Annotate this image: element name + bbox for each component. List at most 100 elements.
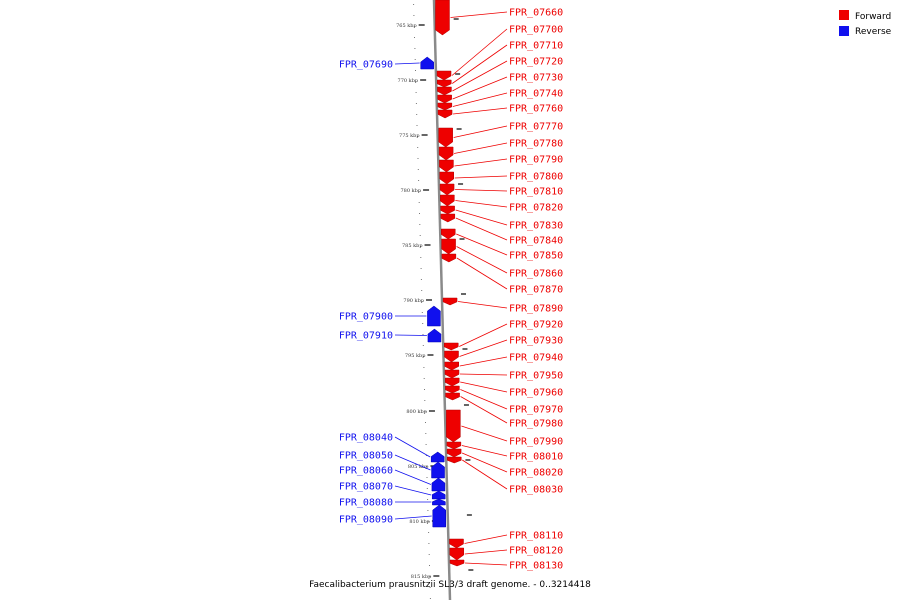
gene-arrow[interactable] — [445, 392, 460, 401]
gene-label[interactable]: FPR_07720 — [509, 57, 563, 68]
position-dot — [425, 455, 427, 456]
gene-arrow[interactable] — [420, 56, 434, 70]
gene-label[interactable]: FPR_08070 — [339, 482, 393, 493]
gene-label[interactable]: FPR_07710 — [509, 41, 563, 52]
gene-arrow[interactable] — [442, 297, 458, 306]
gene-label[interactable]: FPR_07910 — [339, 331, 393, 342]
gene-label[interactable]: FPR_08110 — [509, 531, 563, 542]
gene-arrow[interactable] — [446, 409, 461, 443]
gene-label[interactable]: FPR_07980 — [509, 419, 563, 430]
gene-arrow[interactable] — [438, 146, 454, 161]
gene-label[interactable]: FPR_08050 — [339, 451, 393, 462]
position-dot — [417, 147, 419, 148]
gene-arrow[interactable] — [447, 456, 462, 464]
gene-label[interactable]: FPR_08090 — [339, 515, 393, 526]
tick-label: 775 kbp — [399, 133, 420, 139]
gene-label[interactable]: FPR_07870 — [509, 285, 563, 296]
gene-label[interactable]: FPR_08030 — [509, 485, 563, 496]
gene-label[interactable]: FPR_07850 — [509, 251, 563, 262]
gene-arrow[interactable] — [431, 477, 446, 492]
label-leader — [460, 396, 508, 424]
gene-label[interactable]: FPR_07800 — [509, 172, 563, 183]
gene-label[interactable]: FPR_07860 — [509, 269, 563, 280]
gene-label[interactable]: FPR_08120 — [509, 546, 563, 557]
gene-arrow[interactable] — [431, 461, 445, 479]
gene-arrow[interactable] — [432, 498, 446, 506]
gene-label[interactable]: FPR_07790 — [509, 155, 563, 166]
gene-label[interactable]: FPR_07760 — [509, 104, 563, 115]
gene-label[interactable]: FPR_08130 — [509, 561, 563, 572]
gene-arrow[interactable] — [444, 361, 460, 371]
gene-label[interactable]: FPR_08060 — [339, 466, 393, 477]
gene-arrow[interactable] — [437, 94, 452, 104]
gene-label[interactable]: FPR_07840 — [509, 236, 563, 247]
position-dot — [428, 532, 430, 533]
gene-arrow[interactable] — [437, 86, 452, 96]
gene-arrow[interactable] — [440, 228, 456, 240]
gene-arrow[interactable] — [436, 79, 452, 88]
gene-arrow[interactable] — [438, 127, 453, 148]
label-leader — [451, 44, 508, 84]
gene-arrow[interactable] — [427, 328, 442, 343]
gene-arrow[interactable] — [436, 70, 452, 81]
gene-arrow[interactable] — [446, 448, 462, 458]
gene-label[interactable]: FPR_07940 — [509, 353, 563, 364]
gene-arrow[interactable] — [449, 538, 464, 549]
gene-arrow[interactable] — [439, 171, 454, 185]
gene-arrow[interactable] — [440, 213, 456, 223]
position-dot — [428, 554, 430, 555]
gene-label[interactable]: FPR_07690 — [339, 60, 393, 71]
gene-arrow[interactable] — [435, 0, 450, 36]
gene-label[interactable]: FPR_07950 — [509, 371, 563, 382]
gene-arrow[interactable] — [443, 342, 459, 351]
gene-label[interactable]: FPR_07740 — [509, 89, 563, 100]
gene-label[interactable]: FPR_07730 — [509, 73, 563, 84]
gene-label[interactable]: FPR_07770 — [509, 122, 563, 133]
gene-label[interactable]: FPR_07900 — [339, 312, 393, 323]
position-dot — [415, 81, 417, 82]
gene-label[interactable]: FPR_07780 — [509, 139, 563, 150]
gene-arrow[interactable] — [446, 441, 462, 450]
gene-label[interactable]: FPR_07830 — [509, 221, 563, 232]
gene-arrow[interactable] — [449, 559, 465, 567]
gene-arrow[interactable] — [430, 451, 445, 463]
gene-arrow[interactable] — [440, 205, 455, 215]
gene-label[interactable]: FPR_08080 — [339, 498, 393, 509]
gene-arrow[interactable] — [439, 183, 455, 196]
gene-label[interactable]: FPR_07920 — [509, 320, 563, 331]
gene-arrow[interactable] — [441, 238, 456, 255]
gene-arrow[interactable] — [440, 194, 455, 207]
gene-arrow[interactable] — [444, 369, 460, 379]
label-leader — [461, 445, 508, 457]
gene-label[interactable]: FPR_07930 — [509, 336, 563, 347]
gene-label[interactable]: FPR_08010 — [509, 452, 563, 463]
gene-label[interactable]: FPR_08040 — [339, 433, 393, 444]
gene-label[interactable]: FPR_07660 — [509, 8, 563, 19]
gene-arrow[interactable] — [441, 253, 457, 263]
gene-arrow[interactable] — [432, 504, 447, 528]
label-leader — [394, 62, 420, 65]
gene-arrow[interactable] — [444, 377, 460, 387]
gene-arrow[interactable] — [427, 305, 441, 327]
gene-arrow[interactable] — [444, 350, 459, 363]
gene-arrow[interactable] — [437, 102, 453, 111]
gene-arrow[interactable] — [439, 159, 454, 173]
gene-label[interactable]: FPR_07890 — [509, 304, 563, 315]
gene-label[interactable]: FPR_07810 — [509, 187, 563, 198]
position-dot — [429, 587, 431, 588]
gene-label[interactable]: FPR_07990 — [509, 437, 563, 448]
label-leader — [453, 125, 508, 138]
gene-label[interactable]: FPR_08020 — [509, 468, 563, 479]
gene-arrow[interactable] — [431, 490, 446, 500]
position-dot — [424, 389, 425, 390]
gene-arrow[interactable] — [445, 385, 460, 394]
position-dot — [415, 92, 417, 93]
gene-arrow[interactable] — [437, 109, 453, 119]
gene-label[interactable]: FPR_07820 — [509, 203, 563, 214]
gene-label[interactable]: FPR_07970 — [509, 405, 563, 416]
gene-arrow[interactable] — [449, 547, 465, 561]
gene-label[interactable]: FPR_07960 — [509, 388, 563, 399]
position-dot — [420, 257, 422, 258]
gene-label[interactable]: FPR_07700 — [509, 25, 563, 36]
